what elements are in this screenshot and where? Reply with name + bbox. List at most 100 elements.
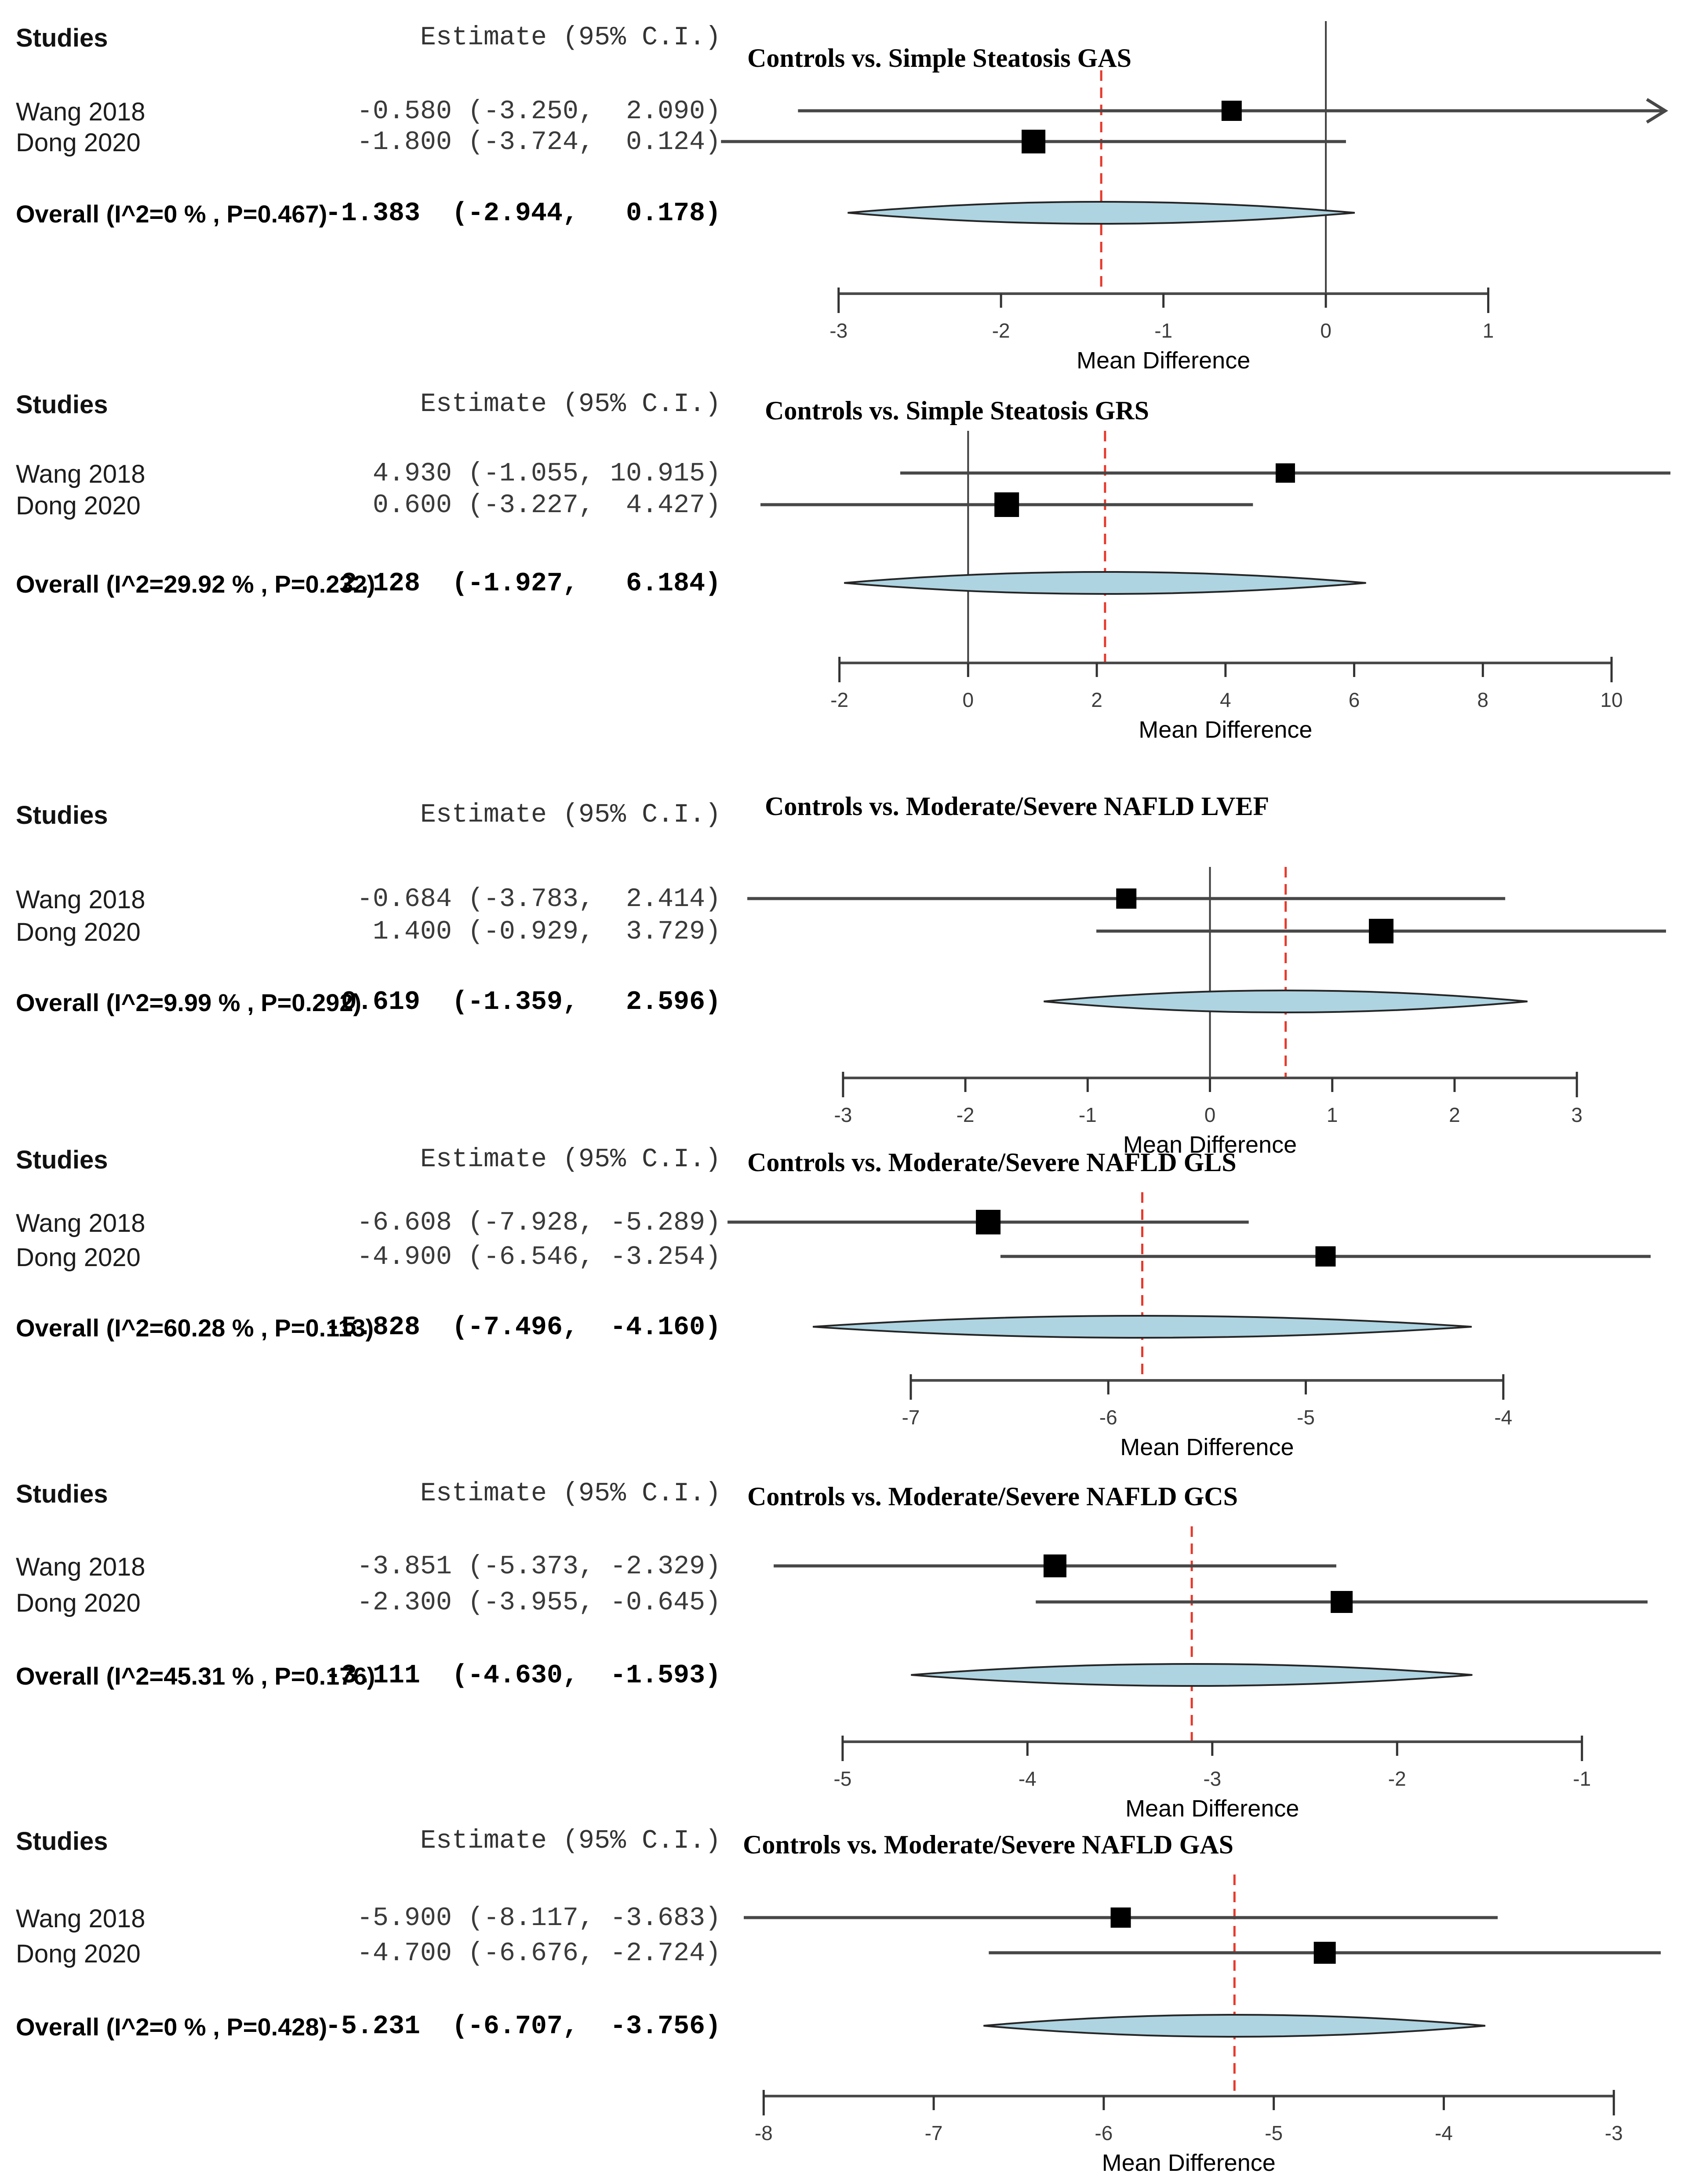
study-row-name: Wang 2018 — [16, 1904, 146, 1933]
tick-label: -2 — [957, 1103, 975, 1126]
axis-title: Mean Difference — [1125, 1795, 1299, 1822]
overall-estimate: -5.231 (-6.707, -3.756) — [325, 2012, 721, 2042]
tick-label: -3 — [829, 319, 848, 342]
study-row-name: Dong 2020 — [16, 128, 141, 157]
axis-title: Mean Difference — [1139, 717, 1312, 743]
tick-label: 2 — [1449, 1103, 1460, 1126]
tick-label: 10 — [1600, 688, 1623, 711]
study-row-name: Dong 2020 — [16, 1589, 141, 1617]
tick-label: 0 — [1320, 319, 1331, 342]
tick-label: -3 — [1203, 1767, 1221, 1790]
overall-estimate: 0.619 (-1.359, 2.596) — [325, 987, 721, 1017]
overall-estimate: 2.128 (-1.927, 6.184) — [325, 569, 721, 599]
tick-label: -6 — [1099, 1406, 1117, 1429]
tick-label: -3 — [834, 1103, 852, 1126]
summary-lens — [844, 571, 1366, 595]
overall-label: Overall (I^2=0 % , P=0.467) — [16, 200, 327, 228]
tick-label: 4 — [1220, 688, 1231, 711]
axis-title: Mean Difference — [1123, 1132, 1297, 1158]
tick-label: -4 — [1019, 1767, 1037, 1790]
tick-label: -7 — [925, 2122, 943, 2144]
summary-lens — [1044, 990, 1528, 1013]
tick-label: -2 — [830, 688, 848, 711]
study-row-name: Wang 2018 — [16, 460, 146, 488]
study-row-estimate: -3.851 (-5.373, -2.329) — [357, 1552, 721, 1582]
panel-title: Controls vs. Simple Steatosis GRS — [765, 396, 1149, 425]
overall-label: Overall (I^2=29.92 % , P=0.232) — [16, 570, 375, 598]
ci-arrow-icon — [1646, 98, 1668, 124]
estimate-header: Estimate (95% C.I.) — [420, 389, 721, 419]
estimate-header: Estimate (95% C.I.) — [420, 1479, 721, 1509]
tick-label: -5 — [1297, 1406, 1315, 1429]
axis-title: Mean Difference — [1120, 1434, 1294, 1460]
overall-estimate: -1.383 (-2.944, 0.178) — [325, 199, 721, 229]
study-row-estimate: -0.684 (-3.783, 2.414) — [357, 885, 721, 914]
tick-label: 1 — [1483, 319, 1494, 342]
estimate-header: Estimate (95% C.I.) — [420, 800, 721, 830]
panel-title: Controls vs. Simple Steatosis GAS — [747, 44, 1131, 73]
study-row-name: Dong 2020 — [16, 1940, 141, 1968]
axis-title: Mean Difference — [1102, 2150, 1276, 2176]
tick-label: -1 — [1154, 319, 1172, 342]
studies-header: Studies — [16, 801, 108, 830]
tick-label: -1 — [1079, 1103, 1097, 1126]
estimate-header: Estimate (95% C.I.) — [420, 1826, 721, 1856]
studies-header: Studies — [16, 1146, 108, 1174]
study-square — [1116, 888, 1137, 909]
tick-label: 8 — [1477, 688, 1489, 711]
tick-label: -4 — [1435, 2122, 1453, 2144]
panel-title: Controls vs. Moderate/Severe NAFLD GAS — [743, 1830, 1233, 1859]
study-row-estimate: 1.400 (-0.929, 3.729) — [357, 917, 721, 947]
study-row-estimate: -1.800 (-3.724, 0.124) — [357, 127, 721, 157]
axis-title: Mean Difference — [1077, 347, 1250, 374]
study-square — [1022, 130, 1046, 153]
study-square — [994, 492, 1019, 517]
summary-lens — [911, 1663, 1473, 1687]
study-row-estimate: -5.900 (-8.117, -3.683) — [357, 1904, 721, 1933]
tick-label: -5 — [833, 1767, 851, 1790]
estimate-header: Estimate (95% C.I.) — [420, 23, 721, 53]
tick-label: -2 — [1388, 1767, 1406, 1790]
study-square — [1315, 1246, 1336, 1267]
study-row-estimate: 0.600 (-3.227, 4.427) — [357, 491, 721, 521]
studies-header: Studies — [16, 1480, 108, 1508]
study-row-name: Wang 2018 — [16, 885, 146, 914]
tick-label: 0 — [1204, 1103, 1216, 1126]
studies-header: Studies — [16, 24, 108, 52]
study-square — [1369, 919, 1394, 943]
tick-label: -7 — [902, 1406, 920, 1429]
tick-label: 2 — [1091, 688, 1102, 711]
study-square — [1043, 1554, 1066, 1577]
studies-header: Studies — [16, 390, 108, 419]
panel-title: Controls vs. Moderate/Severe NAFLD LVEF — [765, 792, 1270, 821]
overall-label: Overall (I^2=0 % , P=0.428) — [16, 2013, 327, 2041]
tick-label: 3 — [1571, 1103, 1582, 1126]
study-row-name: Dong 2020 — [16, 1243, 141, 1272]
summary-lens — [812, 1315, 1472, 1339]
tick-label: -1 — [1573, 1767, 1591, 1790]
studies-header: Studies — [16, 1827, 108, 1856]
study-square — [1110, 1907, 1131, 1928]
tick-label: 1 — [1327, 1103, 1338, 1126]
study-row-estimate: -6.608 (-7.928, -5.289) — [357, 1208, 721, 1238]
estimate-header: Estimate (95% C.I.) — [420, 1145, 721, 1175]
study-square — [1275, 463, 1295, 483]
study-row-name: Wang 2018 — [16, 1553, 146, 1581]
panel-title: Controls vs. Moderate/Severe NAFLD GCS — [747, 1482, 1238, 1511]
overall-label: Overall (I^2=9.99 % , P=0.292) — [16, 989, 362, 1016]
study-row-estimate: -4.900 (-6.546, -3.254) — [357, 1242, 721, 1272]
tick-label: 0 — [963, 688, 974, 711]
overall-estimate: -3.111 (-4.630, -1.593) — [325, 1661, 721, 1691]
study-row-name: Wang 2018 — [16, 98, 146, 126]
study-row-estimate: -0.580 (-3.250, 2.090) — [357, 97, 721, 127]
study-row-estimate: -2.300 (-3.955, -0.645) — [357, 1588, 721, 1618]
overall-estimate: -5.828 (-7.496, -4.160) — [325, 1313, 721, 1343]
study-row-estimate: 4.930 (-1.055, 10.915) — [357, 459, 721, 489]
overall-label: Overall (I^2=60.28 % , P=0.113) — [16, 1314, 374, 1342]
study-row-estimate: -4.700 (-6.676, -2.724) — [357, 1939, 721, 1969]
tick-label: -6 — [1095, 2122, 1113, 2144]
tick-label: -5 — [1265, 2122, 1283, 2144]
study-square — [1331, 1591, 1353, 1613]
